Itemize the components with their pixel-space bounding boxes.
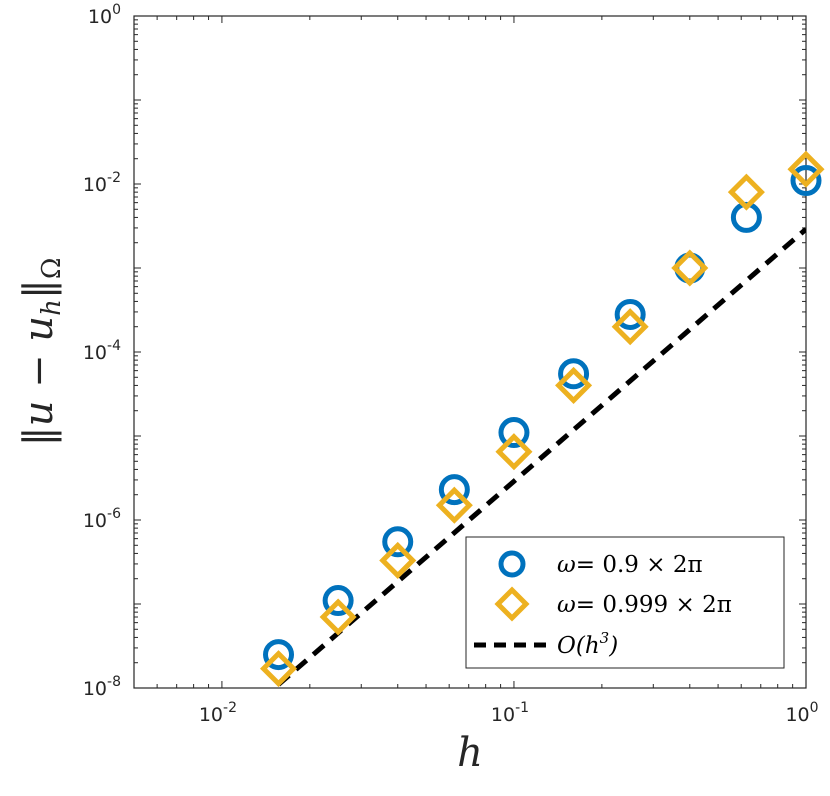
y-tick-label: 10-6 xyxy=(83,506,121,532)
point-diamond xyxy=(435,486,473,524)
point-circle xyxy=(382,526,414,558)
point-diamond xyxy=(611,308,649,346)
x-tick-label: 10-1 xyxy=(491,700,529,726)
legend-label-series-1: ω= 0.9 × 2π xyxy=(557,552,703,578)
point-circle xyxy=(263,639,295,671)
point-diamond xyxy=(319,598,357,636)
point-circle xyxy=(322,585,354,617)
point-diamond xyxy=(495,433,533,471)
y-tick-label: 10-8 xyxy=(83,674,121,700)
point-diamond xyxy=(787,150,825,188)
point-circle xyxy=(498,417,530,449)
x-tick-label: 100 xyxy=(785,700,818,726)
axis-ticks xyxy=(133,15,807,689)
y-axis-label: ‖u − uh‖Ω xyxy=(16,258,67,447)
point-circle xyxy=(558,358,590,390)
tick-labels: 10-2 10-1 100 10-8 10-6 10-4 10-2 100 xyxy=(83,2,819,726)
point-diamond xyxy=(671,249,709,287)
legend-label-series-3: O(h3) xyxy=(557,629,618,659)
y-tick-label: 10-2 xyxy=(83,170,121,196)
y-tick-label: 100 xyxy=(88,2,121,28)
x-tick-label: 10-2 xyxy=(199,700,237,726)
point-circle xyxy=(614,298,646,330)
point-diamond xyxy=(259,650,298,688)
point-circle xyxy=(790,165,822,197)
legend-marker-diamond xyxy=(494,586,530,622)
svg-text:‖u − uh‖Ω: ‖u − uh‖Ω xyxy=(16,258,67,447)
point-circle xyxy=(438,474,470,506)
legend-marker-circle xyxy=(498,550,526,578)
y-tick-label: 10-4 xyxy=(83,338,121,364)
point-diamond xyxy=(555,366,593,404)
x-axis-label: h xyxy=(457,730,483,776)
legend: ω= 0.9 × 2π ω= 0.999 × 2π O(h3) xyxy=(465,536,785,669)
series-layer xyxy=(259,150,825,688)
reference-line-h3 xyxy=(276,227,806,687)
point-diamond xyxy=(727,173,765,211)
legend-label-series-2: ω= 0.999 × 2π xyxy=(557,592,732,618)
point-diamond xyxy=(379,541,417,579)
